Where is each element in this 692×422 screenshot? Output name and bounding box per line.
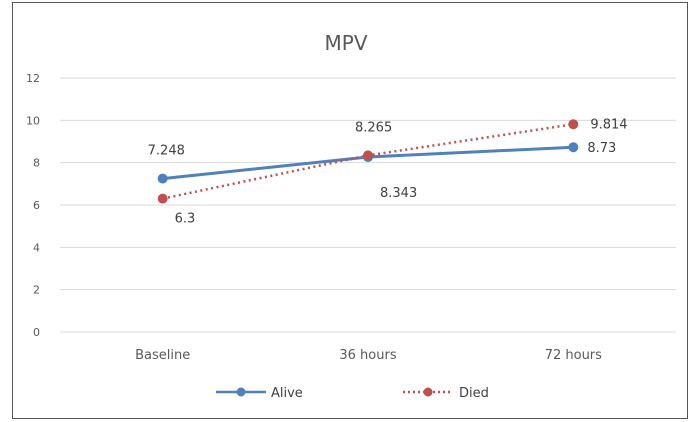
legend-label-alive: Alive xyxy=(271,386,303,401)
point-died-2 xyxy=(568,119,579,130)
point-alive-0 xyxy=(157,173,168,184)
point-died-1 xyxy=(363,150,373,161)
legend-item-alive[interactable]: Alive xyxy=(216,386,303,401)
data-label-died-1: 8.265 xyxy=(355,120,392,135)
point-alive-2 xyxy=(568,142,579,153)
legend-marker-died xyxy=(423,387,433,397)
y-tick-label: 8 xyxy=(33,157,40,170)
chart-title: MPV xyxy=(325,31,368,55)
legend-marker-alive xyxy=(236,387,246,397)
y-tick-label: 0 xyxy=(33,326,40,339)
x-category-label: 72 hours xyxy=(545,348,602,363)
y-tick-label: 12 xyxy=(26,72,40,85)
data-label-died-0: 6.3 xyxy=(175,212,196,227)
chart-frame xyxy=(12,2,688,419)
series-points xyxy=(157,119,579,204)
data-label-died-2: 9.814 xyxy=(590,117,627,132)
point-died-0 xyxy=(157,193,168,204)
y-tick-label: 2 xyxy=(33,284,40,297)
data-labels: 7.248 8.343 8.73 6.3 8.265 9.814 xyxy=(148,117,628,226)
x-axis-category-labels: Baseline 36 hours 72 hours xyxy=(135,348,602,363)
data-label-alive-0: 7.248 xyxy=(148,144,185,159)
y-tick-label: 6 xyxy=(33,199,40,212)
legend: Alive Died xyxy=(216,386,489,401)
data-label-alive-1: 8.343 xyxy=(380,186,417,201)
x-category-label: Baseline xyxy=(135,348,190,363)
x-category-label: 36 hours xyxy=(339,348,396,363)
y-tick-label: 10 xyxy=(26,114,40,127)
legend-label-died: Died xyxy=(459,386,489,401)
legend-item-died[interactable]: Died xyxy=(403,386,489,401)
data-label-alive-2: 8.73 xyxy=(587,141,616,156)
y-axis-tick-labels: 0 2 4 6 8 10 12 xyxy=(26,72,40,339)
gridlines xyxy=(60,77,676,333)
y-tick-label: 4 xyxy=(33,241,40,254)
